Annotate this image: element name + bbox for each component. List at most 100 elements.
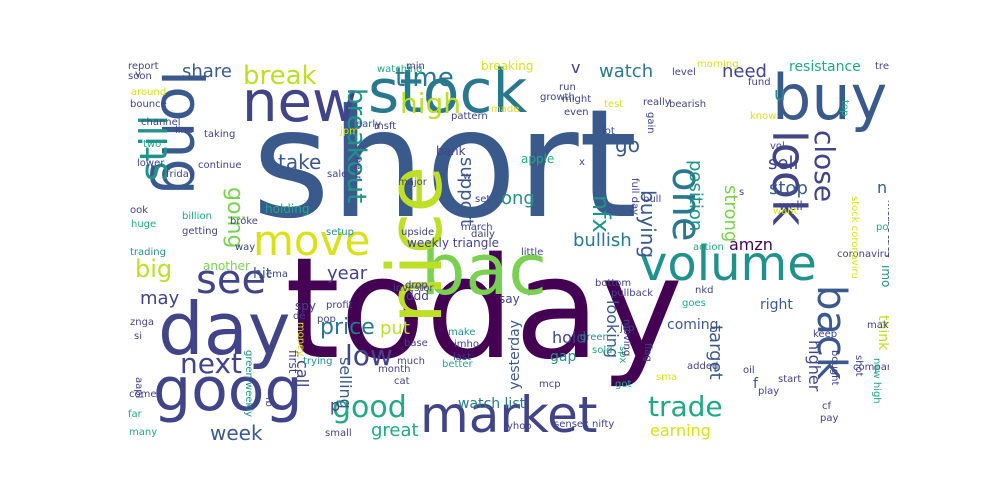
cloud-word: spy <box>295 299 316 313</box>
cloud-word: day <box>158 287 291 371</box>
cloud-word: possible <box>876 222 889 233</box>
cloud-word: vol <box>770 141 785 152</box>
cloud-word: coming <box>667 317 719 333</box>
cloud-word: position <box>685 160 706 232</box>
cloud-word: might <box>562 94 592 105</box>
cloud-word: take <box>278 150 322 174</box>
cloud-word: pop <box>317 314 336 325</box>
cloud-word: channel <box>141 117 181 128</box>
cloud-word: near <box>352 157 363 180</box>
cloud-word: gain <box>645 112 656 134</box>
cloud-word: far <box>128 409 142 420</box>
cloud-word: base <box>404 338 428 349</box>
cloud-word: cf <box>822 401 832 412</box>
cloud-word: week <box>210 421 263 442</box>
cloud-word: around <box>131 87 167 98</box>
cloud-word: u <box>774 84 786 105</box>
cloud-word: say <box>499 292 520 306</box>
cloud-word: money <box>295 322 306 357</box>
cloud-word: right <box>760 297 793 313</box>
cloud-word: report <box>128 61 159 72</box>
cloud-word: x <box>579 157 585 168</box>
cloud-word: goog <box>153 355 303 425</box>
cloud-word: earning <box>650 421 711 440</box>
cloud-word: profit <box>326 300 353 311</box>
cloud-word: price <box>320 315 375 340</box>
cloud-word: two <box>143 139 162 150</box>
cloud-word: broke <box>230 216 258 227</box>
cloud-word: buy <box>772 61 888 134</box>
cloud-word: watch <box>599 61 654 82</box>
cloud-word: know <box>750 111 777 122</box>
cloud-word: low <box>345 339 393 372</box>
cloud-word: imo <box>879 265 889 288</box>
cloud-word: break <box>243 61 317 91</box>
cloud-word: bottom <box>595 278 632 289</box>
cloud-word: shot <box>853 355 864 377</box>
cloud-word: nfx <box>587 195 615 233</box>
cloud-word: trade <box>648 390 723 423</box>
cloud-word: month <box>378 364 411 375</box>
cloud-word: moving <box>621 319 632 357</box>
cloud-word: sale <box>327 169 348 180</box>
cloud-word: f <box>753 376 758 392</box>
cloud-word: another <box>203 259 250 273</box>
cloud-word: morning <box>697 60 739 70</box>
cloud-word: znga <box>130 317 155 328</box>
word-cloud: short today stock goog day volume market bac new… <box>125 60 889 442</box>
cloud-word: trading <box>130 247 166 258</box>
cloud-word: pullback <box>611 288 654 299</box>
cloud-word: last <box>453 352 472 363</box>
cloud-word: bac <box>421 229 547 311</box>
cloud-word: daily <box>471 229 495 240</box>
cloud-word: huge <box>131 219 157 230</box>
cloud-word: higher <box>805 340 824 392</box>
cloud-word: stop <box>769 178 808 199</box>
cloud-word: stock coronaviru <box>849 196 860 279</box>
cloud-word: v <box>571 60 581 77</box>
cloud-word: run <box>559 82 576 93</box>
cloud-word: great <box>371 420 419 441</box>
cloud-word: set <box>475 194 491 205</box>
cloud-word: de <box>293 311 306 322</box>
cloud-word: stock <box>368 60 528 127</box>
cloud-word: play <box>758 386 780 397</box>
cloud-word: coronaviru <box>837 249 889 260</box>
cloud-word: company <box>853 362 889 373</box>
cloud-word: level <box>672 67 696 78</box>
cloud-word: jpm <box>340 126 359 137</box>
cloud-word: time <box>395 63 454 93</box>
cloud-word: setup <box>326 227 354 238</box>
cloud-word: aapl <box>133 377 144 399</box>
cloud-word: today <box>285 228 684 391</box>
cloud-word: min <box>406 61 425 72</box>
cloud-word: got <box>615 379 632 390</box>
cloud-word: bearish <box>669 99 707 110</box>
cloud-word: bullish <box>573 230 632 251</box>
cloud-word: drop <box>405 280 428 291</box>
cloud-word: full day <box>629 178 640 215</box>
cloud-word: bull <box>643 194 662 205</box>
cloud-word: march <box>461 222 493 233</box>
cloud-word: test <box>604 99 624 110</box>
cloud-word: market <box>420 386 598 442</box>
cloud-word: want <box>773 206 798 217</box>
cloud-word: ddd <box>406 289 429 303</box>
cloud-word: added <box>687 361 719 372</box>
cloud-word: trend <box>875 61 889 72</box>
cloud-word: sensex nifty <box>554 419 615 430</box>
cloud-word: ong <box>501 188 535 209</box>
cloud-word: lot <box>602 126 615 137</box>
cloud-word: investor <box>393 283 434 294</box>
cloud-word: move <box>253 216 371 265</box>
cloud-word: mcp <box>539 379 561 390</box>
cloud-word: way <box>235 242 256 253</box>
cloud-word: watch list <box>458 396 526 412</box>
cloud-word: yesterday <box>507 320 523 390</box>
cloud-word: flag <box>642 343 653 362</box>
cloud-word: p <box>330 396 341 415</box>
cloud-word: ema <box>266 269 289 280</box>
cloud-word: see <box>196 257 267 303</box>
cloud-word: getting <box>182 226 218 237</box>
cloud-word: next <box>180 347 243 380</box>
